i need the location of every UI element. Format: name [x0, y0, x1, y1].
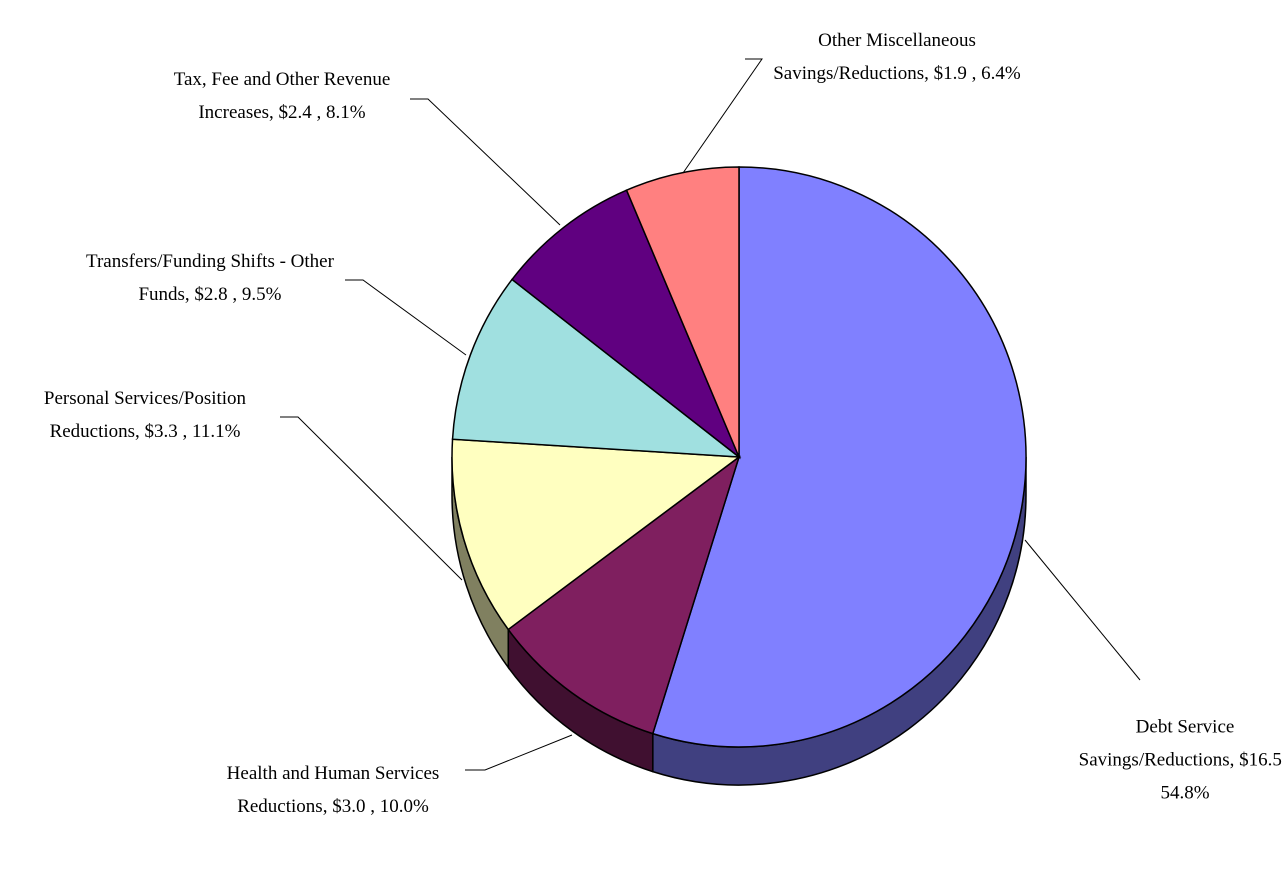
pie-slice	[511, 189, 741, 460]
pie-slice	[651, 166, 1027, 748]
slice-label: Personal Services/Position Reductions, $…	[43, 388, 247, 442]
slice-label: Other Miscellaneous Savings/Reductions, …	[773, 30, 1021, 84]
pie-slice	[451, 438, 742, 631]
pie-slice	[451, 278, 742, 458]
pie-slice	[625, 166, 740, 458]
slice-label: Transfers/Funding Shifts - Other Funds, …	[86, 251, 334, 305]
leader-line	[345, 279, 467, 356]
slice-label: Debt Service Savings/Reductions, $16.5 ,…	[1078, 716, 1286, 804]
pie-slice	[507, 455, 741, 735]
slice-label: Health and Human Services Reductions, $3…	[226, 763, 440, 817]
leader-line	[682, 58, 763, 174]
slice-label: Tax, Fee and Other Revenue Increases, $2…	[173, 69, 391, 123]
leader-line	[280, 416, 463, 581]
leader-line	[410, 98, 561, 226]
leader-line	[465, 734, 573, 771]
leader-line	[1024, 539, 1141, 681]
